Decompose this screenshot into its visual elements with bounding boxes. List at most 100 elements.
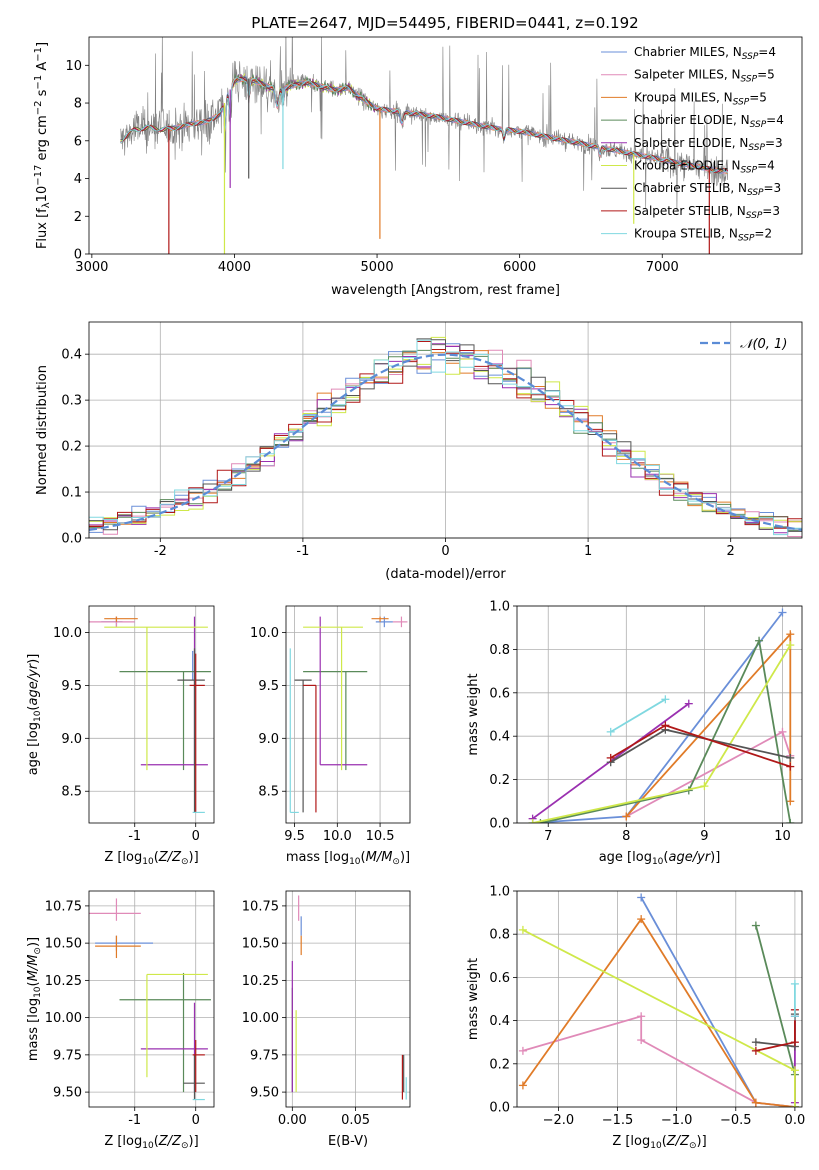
axes-mass-vs-EBV: 0.00 0.05 9.50 9.75 10.00 10.25 10.50 10.75 E(B-… (242, 890, 411, 1149)
legend-entry: 𝒩(0, 1) (740, 337, 787, 352)
legend-entry: Salpeter ELODIE, NSSP=3 (634, 136, 783, 153)
y-tick-label: 10.0 (250, 626, 279, 641)
legend-entry: Salpeter MILES, NSSP=5 (634, 68, 775, 85)
legend-entry: Kroupa MILES, NSSP=5 (634, 90, 767, 107)
x-tick-label: 6000 (503, 260, 536, 275)
histogram-salpeter-elodie (89, 343, 802, 534)
x-axis-label: Z [log10(Z/Z⊙)] (104, 850, 198, 867)
legend-entry: Chabrier MILES, NSSP=4 (634, 45, 776, 62)
x-tick-label: 0 (441, 544, 449, 559)
y-tick-label: 9.0 (258, 732, 279, 747)
x-tick-label: 7 (544, 829, 552, 844)
y-tick-label: 1.0 (489, 600, 510, 615)
y-axis-label: mass weight (466, 958, 481, 1040)
x-tick-label: 0 (192, 1113, 200, 1128)
x-tick-label: 9 (700, 829, 708, 844)
y-tick-label: 1.0 (489, 885, 510, 900)
x-tick-label: -1 (296, 544, 309, 559)
y-tick-label: 0 (74, 248, 82, 263)
x-tick-label: 0.00 (278, 1113, 307, 1128)
y-tick-label: 0.4 (61, 348, 82, 363)
x-tick-label: 9.5 (284, 829, 305, 844)
x-tick-label: 2 (727, 544, 735, 559)
y-axis-label: age [log10(age/yr)] (26, 654, 43, 776)
plot-area-mass-vs-Z (89, 898, 211, 1101)
y-tick-label: 9.50 (53, 1086, 82, 1101)
x-tick-label: 0 (192, 829, 200, 844)
x-tick-label: 10.0 (323, 829, 352, 844)
plot-area-spectrum (120, 37, 729, 254)
x-axis-label: E(B-V) (328, 1134, 368, 1149)
x-tick-label: 10 (774, 829, 791, 844)
y-tick-label: 2 (74, 210, 82, 225)
y-tick-label: 0.0 (489, 817, 510, 832)
axes-frame (88, 890, 215, 1108)
legend: Chabrier MILES, NSSP=4 Salpeter MILES, NS… (601, 45, 784, 244)
axes-frame (285, 605, 411, 824)
plot-area-weight-vs-age (528, 608, 795, 823)
y-tick-label: 8 (74, 97, 82, 112)
x-tick-label: -1 (128, 1113, 141, 1128)
y-tick-label: 10.25 (45, 974, 82, 989)
x-tick-label: 8 (622, 829, 630, 844)
x-tick-label: 4000 (218, 260, 251, 275)
y-tick-label: 6 (74, 134, 82, 149)
y-axis-label: Flux [fλ10−17 erg cm−2 s−1 A−1] (33, 42, 52, 249)
plot-area-age-vs-mass (289, 616, 408, 814)
x-tick-label: 7000 (646, 260, 679, 275)
axes-spectrum: 3000 4000 5000 6000 7000 0 2 4 6 8 10 wavelength [A… (33, 36, 803, 298)
legend-entry: Chabrier STELIB, NSSP=3 (634, 181, 781, 198)
axes-mass-vs-Z: -1 0 9.50 9.75 10.00 10.25 10.50 10.75 Z [log10(… (26, 890, 215, 1151)
x-axis-label: wavelength [Angstrom, rest frame] (331, 283, 560, 298)
x-tick-label: -2 (154, 544, 167, 559)
y-tick-label: 9.5 (258, 679, 279, 694)
x-tick-label: −1.5 (602, 1113, 634, 1128)
y-tick-label: 0.4 (489, 1014, 510, 1029)
x-tick-label: 3000 (75, 260, 108, 275)
y-tick-label: 0.8 (489, 643, 510, 658)
y-tick-label: 0.2 (61, 440, 82, 455)
y-tick-label: 10.00 (45, 1011, 82, 1026)
y-tick-label: 10.0 (53, 626, 82, 641)
figure-title: PLATE=2647, MJD=54495, FIBERID=0441, z=0… (251, 14, 638, 32)
y-tick-label: 10.75 (242, 899, 279, 914)
weight-line-kroupa-miles (522, 917, 795, 1107)
weight-line-chabrier-elodie (540, 637, 792, 823)
normal-curve (89, 353, 802, 531)
legend-entry: Salpeter STELIB, NSSP=3 (634, 204, 780, 221)
y-tick-label: 0.2 (489, 773, 510, 788)
y-tick-label: 8.5 (258, 785, 279, 800)
x-axis-label: mass [log10(M/M⊙)] (286, 850, 410, 867)
axes-frame (285, 890, 411, 1108)
y-tick-label: 9.75 (53, 1048, 82, 1063)
y-tick-label: 0.2 (489, 1057, 510, 1072)
axes-weight-vs-age: 7 8 9 10 0.0 0.2 0.4 0.6 0.8 1.0 age [log10(age/yr… (466, 600, 803, 867)
y-axis-label: mass weight (466, 673, 481, 755)
histogram-salpeter-stelib (89, 341, 802, 529)
x-axis-label: Z [log10(Z/Z⊙)] (612, 1134, 706, 1151)
x-axis-label: (data-model)/error (385, 567, 506, 582)
y-tick-label: 0.3 (61, 394, 82, 409)
x-tick-label: 1 (584, 544, 592, 559)
plot-area-weight-vs-Z (518, 893, 799, 1107)
y-tick-label: 10.50 (45, 937, 82, 952)
y-tick-label: 0.0 (61, 532, 82, 547)
legend-entry: Chabrier ELODIE, NSSP=4 (634, 113, 784, 130)
plot-area-residuals (89, 336, 802, 537)
y-tick-label: 0.6 (489, 971, 510, 986)
axes-age-vs-Z: -1 0 8.5 9.0 9.5 10.0 Z [log10(Z/Z⊙)] age [log1… (26, 605, 215, 867)
axes-weight-vs-Z: −2.0 −1.5 −1.0 −0.5 0.0 0.0 0.2 0.4 0.6 0.8 1.0 Z [… (466, 885, 805, 1152)
y-tick-label: 10 (65, 59, 82, 74)
y-tick-label: 9.50 (250, 1086, 279, 1101)
axes-frame (88, 36, 803, 255)
y-tick-label: 10.25 (242, 974, 279, 989)
y-axis-label: mass [log10(M/M⊙)] (26, 937, 43, 1061)
x-tick-label: 10.5 (366, 829, 395, 844)
x-tick-label: 0.05 (341, 1113, 370, 1128)
x-axis-label: age [log10(age/yr)] (599, 850, 721, 867)
y-tick-label: 0.4 (489, 730, 510, 745)
legend-entry: Kroupa STELIB, NSSP=2 (634, 227, 772, 244)
y-tick-label: 10.50 (242, 937, 279, 952)
y-axis-label: Normed distribution (35, 365, 50, 495)
